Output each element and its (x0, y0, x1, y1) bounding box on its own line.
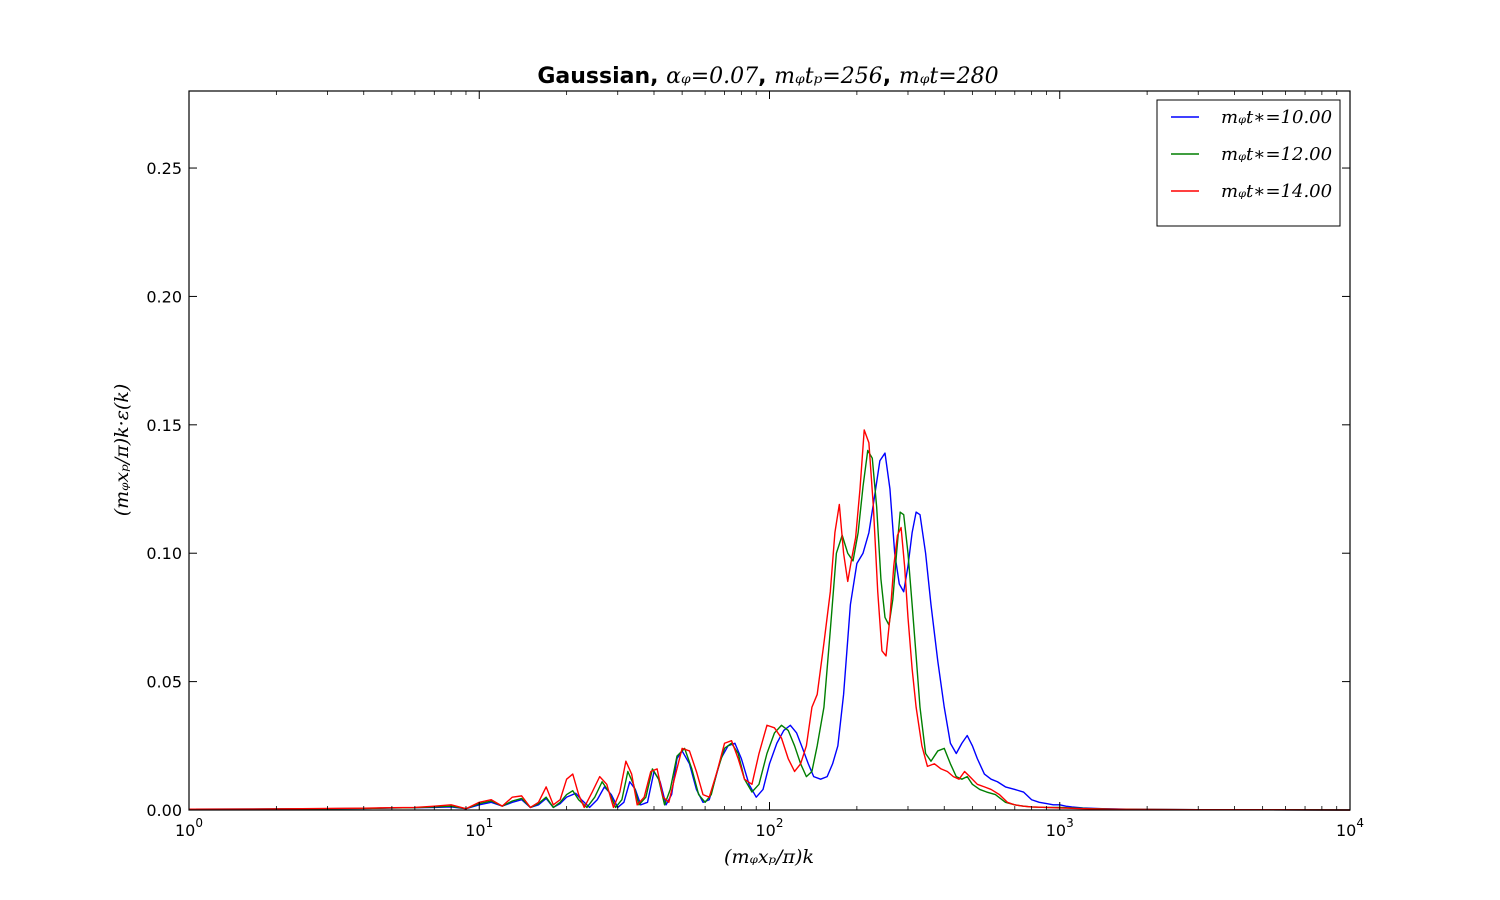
title-part-4: , (883, 64, 899, 89)
series-line-1 (188, 449, 1351, 811)
y-tick-label: 0.10 (146, 544, 182, 563)
legend-label-1: mᵩt∗=12.00 (1221, 144, 1332, 165)
chart-title: Gaussian, αᵩ=0.07, mᵩtₚ=256, mᵩt=280 (537, 64, 998, 89)
title-part-2: , (758, 64, 774, 89)
x-tick-label: 102 (756, 816, 784, 840)
legend-label-2: mᵩt∗=14.00 (1221, 181, 1332, 202)
series-line-0 (188, 452, 1351, 811)
x-tick-label: 103 (1046, 816, 1074, 840)
y-tick-label: 0.05 (146, 673, 182, 692)
title-part-0: Gaussian, (537, 64, 666, 89)
legend-label-0: mᵩt∗=10.00 (1221, 107, 1332, 128)
y-axis-label: (mᵩxₚ/π)k·ε(k) (111, 384, 133, 517)
title-part-5: mᵩt=280 (899, 64, 999, 89)
title-part-1: αᵩ=0.07 (666, 64, 758, 89)
ticks-layer: 100 101 102 103 104 0.00 0.05 0.10 0.15 0.20 0.25 (146, 91, 1364, 840)
legend-box (1156, 99, 1341, 227)
x-tick-label: 100 (175, 816, 203, 840)
y-tick-label: 0.20 (146, 287, 182, 306)
series-line-2 (188, 429, 1351, 811)
x-axis-label: (mᵩxₚ/π)k (724, 846, 814, 868)
x-tick-label: 101 (465, 816, 493, 840)
legend: mᵩt∗=10.00 mᵩt∗=12.00 mᵩt∗=14.00 (1156, 99, 1341, 227)
x-tick-label: 104 (1336, 816, 1364, 840)
y-tick-label: 0.00 (146, 801, 182, 820)
series-layer (188, 429, 1351, 811)
y-tick-label: 0.25 (146, 159, 182, 178)
title-part-3: mᵩtₚ=256 (774, 64, 883, 89)
y-tick-label: 0.15 (146, 416, 182, 435)
